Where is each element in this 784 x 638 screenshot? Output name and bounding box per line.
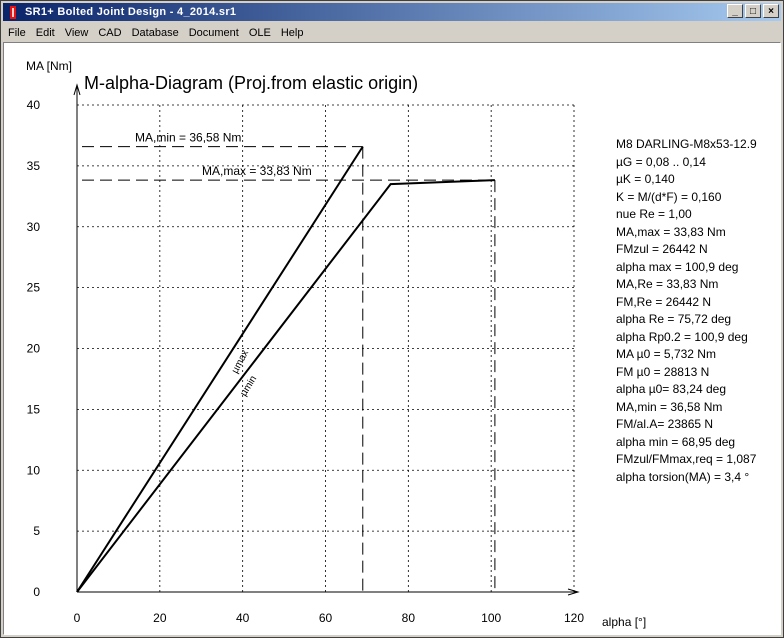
- result-line: alpha min = 68,95 deg: [616, 434, 736, 449]
- result-line: µG = 0,08 .. 0,14: [616, 154, 706, 169]
- series-label: µmax: [230, 348, 251, 375]
- y-tick-label: 0: [33, 585, 40, 599]
- y-tick-label: 20: [27, 342, 41, 356]
- app-logo-icon: [7, 5, 19, 19]
- x-axis-arrow: [567, 588, 580, 596]
- menu-view[interactable]: View: [64, 26, 89, 39]
- y-tick-label: 25: [27, 281, 41, 295]
- y-tick-label: 10: [27, 463, 41, 477]
- annotation-label: MA,min = 36,58 Nm: [135, 131, 241, 145]
- result-line: alpha Rp0.2 = 100,9 deg: [616, 329, 748, 344]
- y-tick-label: 40: [27, 98, 41, 112]
- y-tick-label: 5: [33, 524, 40, 538]
- menu-bar: File Edit View CAD Database Document OLE…: [3, 23, 781, 42]
- result-line: K = M/(d*F) = 0,160: [616, 189, 722, 204]
- series-line: [76, 179, 495, 593]
- result-line: alpha µ0= 83,24 deg: [616, 382, 727, 396]
- y-tick-label: 30: [27, 220, 41, 234]
- result-line: FMzul = 26442 N: [616, 242, 708, 256]
- x-axis-label: alpha [°]: [602, 615, 646, 629]
- annotation-label: MA,max = 33,83 Nm: [202, 164, 312, 178]
- result-line: MA µ0 = 5,732 Nm: [616, 347, 716, 361]
- window-title: SR1+ Bolted Joint Design - 4_2014.sr1: [25, 6, 237, 18]
- result-line: µK = 0,140: [616, 172, 675, 186]
- result-panel: M8 DARLING-M8x53-12.9 µG = 0,08 .. 0,14 µK…: [616, 136, 757, 486]
- y-axis-arrow: [73, 83, 81, 96]
- series-line: [76, 146, 364, 593]
- result-line: MA,max = 33,83 Nm: [616, 224, 726, 239]
- menu-cad[interactable]: CAD: [98, 26, 122, 39]
- y-tick-label: 15: [27, 402, 41, 416]
- result-line: alpha max = 100,9 deg: [616, 259, 739, 274]
- result-line: MA,Re = 33,83 Nm: [616, 277, 719, 291]
- x-tick-label: 120: [564, 611, 584, 625]
- menu-file[interactable]: File: [8, 26, 26, 39]
- title-bar[interactable]: SR1+ Bolted Joint Design - 4_2014.sr1 _ …: [3, 3, 781, 21]
- x-tick-label: 80: [402, 611, 416, 625]
- menu-help[interactable]: Help: [280, 26, 304, 39]
- result-line: alpha Re = 75,72 deg: [616, 312, 732, 326]
- x-tick-label: 0: [74, 611, 81, 625]
- menu-database[interactable]: Database: [131, 26, 179, 39]
- x-tick-label: 60: [319, 611, 333, 625]
- result-line: alpha torsion(MA) = 3,4 °: [616, 469, 750, 484]
- menu-ole[interactable]: OLE: [248, 26, 271, 39]
- x-tick-label: 40: [236, 611, 250, 625]
- result-line: FM/al.A= 23865 N: [616, 417, 714, 431]
- result-line: FM,Re = 26442 N: [616, 294, 712, 309]
- chart-title: M-alpha-Diagram (Proj.from elastic origi…: [84, 73, 418, 93]
- result-line: FMzul/FMmax,req = 1,087: [616, 452, 757, 466]
- y-axis-label: MA [Nm]: [26, 59, 72, 73]
- menu-edit[interactable]: Edit: [35, 26, 55, 39]
- y-tick-label: 35: [27, 159, 41, 173]
- x-tick-label: 20: [153, 611, 167, 625]
- result-line: FM µ0 = 28813 N: [616, 364, 710, 379]
- result-line: MA,min = 36,58 Nm: [616, 399, 723, 414]
- diagram-area: 0 20 40 60 80 100 120 0 5 10 15 20 25 30 35 40 MA [Nm] al…: [3, 42, 781, 635]
- m-alpha-chart: 0 20 40 60 80 100 120 0 5 10 15 20 25 30 35 40 MA [Nm] al…: [26, 59, 646, 629]
- result-line: nue Re = 1,00: [616, 207, 692, 221]
- menu-document[interactable]: Document: [188, 26, 239, 39]
- close-button[interactable]: ×: [763, 4, 779, 18]
- maximize-button[interactable]: □: [745, 4, 761, 18]
- x-tick-label: 100: [481, 611, 501, 625]
- minimize-button[interactable]: _: [727, 4, 743, 18]
- result-line: M8 DARLING-M8x53-12.9: [616, 137, 757, 151]
